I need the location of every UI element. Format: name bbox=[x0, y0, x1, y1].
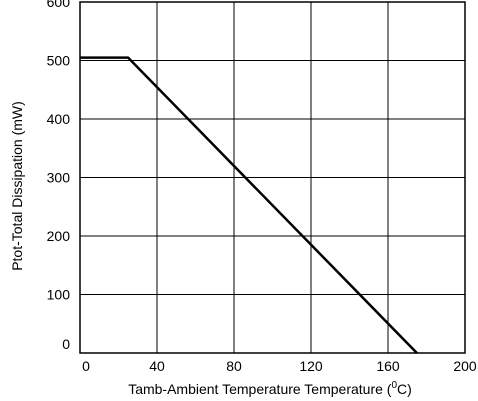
y-axis-label: Ptot-Total Dissipation (mW) bbox=[9, 101, 25, 271]
y-tick-label: 300 bbox=[47, 170, 71, 186]
y-tick-label: 400 bbox=[47, 111, 71, 127]
y-tick-label: 200 bbox=[47, 228, 71, 244]
x-tick-label: 200 bbox=[453, 358, 477, 374]
x-tick-label: 40 bbox=[149, 358, 165, 374]
x-tick-label: 120 bbox=[299, 358, 323, 374]
y-tick-labels: 0 100 200 300 400 500 600 bbox=[47, 0, 71, 352]
x-axis-label-sup: 0 bbox=[391, 380, 397, 391]
x-tick-label: 80 bbox=[226, 358, 242, 374]
x-tick-label: 160 bbox=[376, 358, 400, 374]
y-tick-label: 600 bbox=[47, 0, 71, 10]
grid-lines bbox=[79, 1, 466, 354]
series-line bbox=[80, 56, 418, 354]
x-axis-label-end: C) bbox=[397, 381, 412, 397]
x-axis-label-main: Tamb-Ambient Temperature Temperature ( bbox=[128, 381, 392, 397]
y-tick-label: 500 bbox=[47, 53, 71, 69]
x-tick-labels: 0 40 80 120 160 200 bbox=[82, 358, 477, 374]
plot-frame bbox=[79, 1, 466, 354]
y-tick-label: 0 bbox=[62, 336, 70, 352]
x-axis-label: Tamb-Ambient Temperature Temperature (0C… bbox=[128, 380, 412, 397]
x-tick-label: 0 bbox=[82, 358, 90, 374]
y-tick-label: 100 bbox=[47, 287, 71, 303]
